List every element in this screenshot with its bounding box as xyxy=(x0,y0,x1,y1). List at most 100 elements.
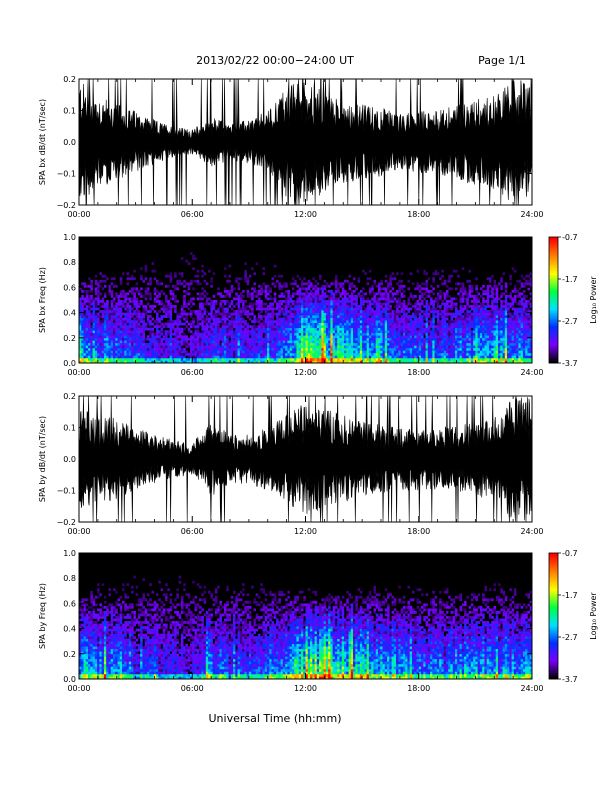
spectrogram-cell xyxy=(387,335,390,339)
spectrogram-cell xyxy=(314,294,318,298)
spectrogram-cell xyxy=(162,347,166,351)
spectrogram-cell xyxy=(452,315,456,318)
spectrogram-cell xyxy=(346,302,349,306)
spectrogram-cell xyxy=(85,332,89,336)
spectrogram-cell xyxy=(242,317,245,321)
spectrogram-cell xyxy=(167,320,170,323)
spectrogram-cell xyxy=(362,335,365,339)
spectrogram-cell xyxy=(355,337,358,341)
spectrogram-cell xyxy=(285,337,288,341)
spectrogram-cell xyxy=(296,357,299,361)
spectrogram-cell xyxy=(230,320,234,323)
spectrogram-cell xyxy=(237,302,241,306)
spectrogram-cell xyxy=(321,347,324,351)
spectrogram-cell xyxy=(366,302,370,306)
spectrogram-cell xyxy=(375,312,379,316)
spectrogram-cell xyxy=(441,347,444,351)
spectrogram-cell xyxy=(457,332,460,336)
spectrogram-cell xyxy=(450,322,454,326)
spectrogram-cell xyxy=(339,327,343,331)
spectrogram-cell xyxy=(217,330,220,334)
spectrogram-cell xyxy=(158,342,161,346)
spectrogram-cell xyxy=(153,360,157,364)
spectrogram-cell xyxy=(196,279,200,283)
spectrogram-cell xyxy=(81,317,84,321)
spectrogram-cell xyxy=(484,350,487,354)
spectrogram-cell xyxy=(235,327,238,331)
spectrogram-cell xyxy=(253,294,256,298)
spectrogram-cell xyxy=(337,302,340,306)
spectrogram-cell xyxy=(344,332,347,336)
spectrogram-cell xyxy=(364,312,367,316)
spectrogram-cell xyxy=(375,347,379,351)
spectrogram-cell xyxy=(448,350,451,354)
spectrogram-cell xyxy=(314,325,318,329)
spectrogram-cell xyxy=(323,325,327,329)
spectrogram-cell xyxy=(339,282,343,286)
spectrogram-cell xyxy=(228,350,232,354)
spectrogram-cell xyxy=(416,322,420,326)
spectrogram-cell xyxy=(391,330,395,334)
spectrogram-cell xyxy=(235,317,238,321)
spectrogram-cell xyxy=(282,320,286,323)
spectrogram-cell xyxy=(391,347,395,351)
spectrogram-cell xyxy=(160,360,164,364)
spectrogram-cell xyxy=(459,317,463,321)
spectrogram-cell xyxy=(151,352,155,356)
spectrogram-cell xyxy=(221,337,225,341)
spectrogram-cell xyxy=(387,325,390,329)
spectrogram-cell xyxy=(436,352,440,356)
spectrogram-cell xyxy=(466,335,469,339)
spectrogram-cell xyxy=(144,312,148,316)
spectrogram-cell xyxy=(228,355,232,359)
spectrogram-cell xyxy=(185,302,189,306)
spectrogram-cell xyxy=(210,357,213,361)
spectrogram-cell xyxy=(135,307,139,311)
spectrogram-cell xyxy=(330,297,333,301)
spectrogram-cell xyxy=(280,284,284,288)
spectrogram-cell xyxy=(448,300,451,303)
spectrogram-cell xyxy=(287,337,290,341)
spectrogram-cell xyxy=(264,330,268,334)
spectrogram-cell xyxy=(230,360,234,364)
spectrogram-cell xyxy=(180,357,184,361)
spectrogram-cell xyxy=(321,352,324,356)
spectrogram-cell xyxy=(346,337,349,341)
spectrogram-cell xyxy=(407,300,410,303)
spectrogram-cell xyxy=(196,310,200,313)
spectrogram-cell xyxy=(402,340,406,344)
spectrogram-cell xyxy=(470,320,474,323)
spectrogram-cell xyxy=(171,294,175,298)
spectrogram-cell xyxy=(97,307,100,311)
spectrogram-cell xyxy=(434,307,438,311)
spectrogram-cell xyxy=(119,360,123,364)
spectrogram-cell xyxy=(83,282,87,286)
spectrogram-cell xyxy=(289,335,293,339)
spectrogram-cell xyxy=(101,300,105,303)
spectrogram-cell xyxy=(174,337,177,341)
spectrogram-cell xyxy=(466,297,469,301)
spectrogram-cell xyxy=(276,302,279,306)
spectrogram-cell xyxy=(112,357,116,361)
spectrogram-cell xyxy=(470,352,474,356)
spectrogram-cell xyxy=(310,317,313,321)
spectrogram-cell xyxy=(353,340,356,344)
spectrogram-cell xyxy=(466,315,469,318)
spectrogram-cell xyxy=(128,297,132,301)
spectrogram-cell xyxy=(461,282,465,286)
spectrogram-cell xyxy=(423,325,426,329)
spectrogram-cell xyxy=(371,340,374,344)
spectrogram-cell xyxy=(221,322,225,326)
spectrogram-cell xyxy=(199,357,202,361)
spectrogram-cell xyxy=(380,345,383,349)
spectrogram-cell xyxy=(384,345,388,349)
spectrogram-cell xyxy=(305,315,309,318)
spectrogram-cell xyxy=(189,320,193,323)
spectrogram-cell xyxy=(325,325,329,329)
spectrogram-cell xyxy=(217,352,220,356)
spectrogram-cell xyxy=(398,327,401,331)
spectrogram-cell xyxy=(140,345,143,349)
spectrogram-cell xyxy=(133,352,136,356)
spectrogram-cell xyxy=(450,274,454,278)
spectrogram-cell xyxy=(287,300,290,303)
